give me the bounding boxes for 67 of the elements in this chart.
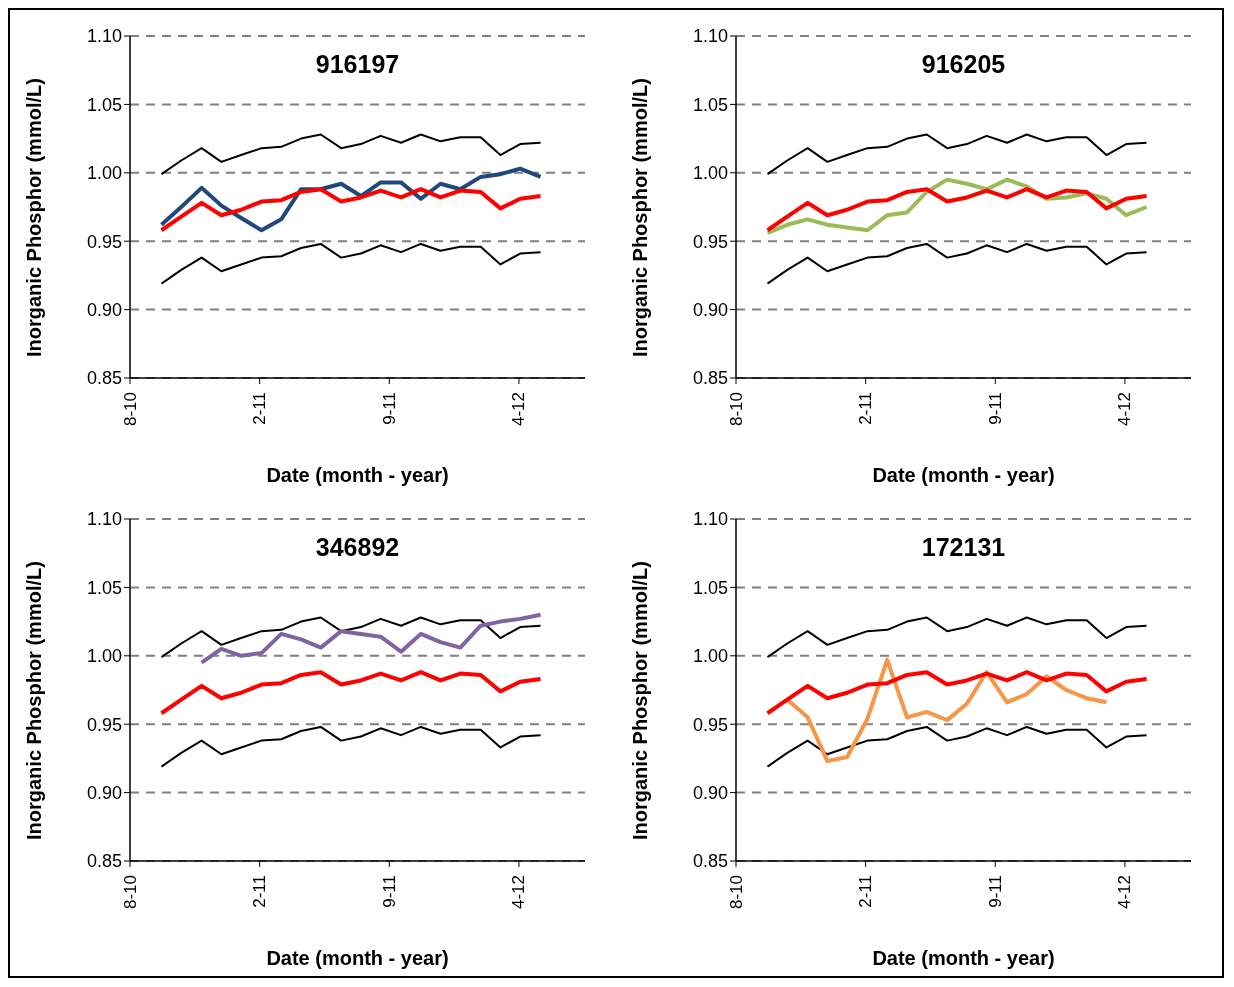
line-series bbox=[160, 242, 542, 285]
line-series bbox=[160, 133, 542, 176]
y-tick-label: 1.10 bbox=[86, 509, 122, 530]
x-tick-label: 2-11 bbox=[250, 875, 270, 908]
text: 346892 bbox=[314, 533, 401, 562]
y-tick-label: 0.85 bbox=[86, 851, 122, 872]
y-tick-label: 1.00 bbox=[86, 163, 122, 184]
line-series bbox=[765, 670, 1149, 716]
x-axis-title: Date (month - year) bbox=[266, 464, 449, 486]
y-tick-label: 1.05 bbox=[692, 94, 728, 115]
y-tick-label: 1.00 bbox=[692, 646, 728, 667]
y-axis-title: Inorganic Phosphor (mmol/L) bbox=[23, 561, 46, 840]
y-tick-label: 0.90 bbox=[692, 299, 728, 320]
y-axis-title: Inorganic Phosphor (mmol/L) bbox=[629, 561, 652, 840]
y-tick-label: 0.85 bbox=[692, 368, 728, 389]
x-tick-label: 8-10 bbox=[120, 875, 140, 910]
y-axis-title: Inorganic Phosphor (mmol/L) bbox=[23, 78, 46, 357]
x-tick-label: 4-12 bbox=[1115, 875, 1135, 910]
line-series bbox=[160, 616, 542, 659]
y-tick-label: 1.10 bbox=[692, 26, 728, 47]
line-series bbox=[765, 187, 1149, 233]
line-series bbox=[766, 133, 1148, 176]
y-tick-label: 1.00 bbox=[86, 646, 122, 667]
x-tick-label: 4-12 bbox=[1115, 392, 1135, 427]
x-tick-label: 8-10 bbox=[120, 392, 140, 427]
x-tick-label: 9-11 bbox=[985, 875, 1005, 908]
y-tick-label: 0.90 bbox=[86, 299, 122, 320]
y-tick-label: 0.85 bbox=[86, 368, 122, 389]
text: 916197 bbox=[314, 50, 401, 79]
line-series bbox=[160, 725, 542, 768]
x-axis-title: Date (month - year) bbox=[266, 947, 449, 969]
y-tick-label: 0.95 bbox=[86, 231, 122, 252]
y-tick-label: 1.05 bbox=[86, 94, 122, 115]
y-tick-label: 1.05 bbox=[692, 577, 728, 598]
y-tick-label: 0.95 bbox=[86, 714, 122, 735]
x-tick-label: 2-11 bbox=[856, 875, 876, 908]
y-tick-label: 0.85 bbox=[692, 851, 728, 872]
y-tick-label: 0.90 bbox=[86, 782, 122, 803]
y-tick-label: 1.05 bbox=[86, 577, 122, 598]
y-axis-title: Inorganic Phosphor (mmol/L) bbox=[629, 78, 652, 357]
y-tick-label: 0.95 bbox=[692, 714, 728, 735]
line-series bbox=[766, 616, 1148, 659]
line-series bbox=[785, 657, 1109, 764]
y-tick-label: 1.10 bbox=[86, 26, 122, 47]
x-tick-label: 9-11 bbox=[379, 392, 399, 425]
x-tick-label: 2-11 bbox=[250, 392, 270, 425]
line-series bbox=[199, 612, 543, 665]
x-tick-label: 4-12 bbox=[509, 392, 529, 427]
y-tick-label: 1.00 bbox=[692, 163, 728, 184]
x-tick-label: 9-11 bbox=[379, 875, 399, 908]
line-series bbox=[765, 177, 1149, 235]
x-tick-label: 4-12 bbox=[509, 875, 529, 910]
x-axis-title: Date (month - year) bbox=[872, 464, 1055, 486]
line-series bbox=[766, 725, 1148, 768]
y-tick-label: 0.95 bbox=[692, 231, 728, 252]
y-tick-label: 1.10 bbox=[692, 509, 728, 530]
x-tick-label: 9-11 bbox=[985, 392, 1005, 425]
line-series bbox=[159, 670, 543, 716]
text: 172131 bbox=[920, 533, 1007, 562]
x-axis-title: Date (month - year) bbox=[872, 947, 1055, 969]
y-tick-label: 0.90 bbox=[692, 782, 728, 803]
line-series bbox=[766, 242, 1148, 285]
text: 916205 bbox=[920, 50, 1007, 79]
line-series bbox=[159, 187, 543, 233]
x-tick-label: 2-11 bbox=[856, 392, 876, 425]
x-tick-label: 8-10 bbox=[726, 392, 746, 427]
x-tick-label: 8-10 bbox=[726, 875, 746, 910]
